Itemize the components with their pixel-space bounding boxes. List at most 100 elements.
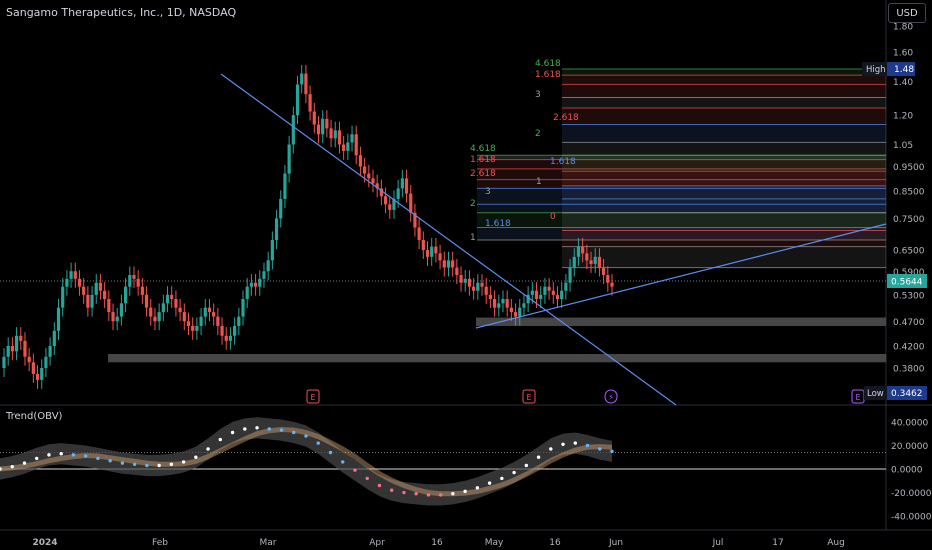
candle-body	[178, 307, 182, 313]
obv-point	[181, 460, 186, 464]
candle-body	[321, 118, 325, 135]
obv-point	[59, 451, 63, 456]
price-tick-label: 1.80	[893, 23, 913, 33]
high-label-bg	[862, 62, 887, 77]
candle-body	[262, 271, 266, 279]
candle-body	[396, 188, 400, 199]
time-tick-label: 16	[431, 538, 443, 548]
candle-body	[438, 253, 442, 261]
candle-body	[383, 196, 388, 205]
time-tick-label: May	[485, 538, 504, 548]
candle-body	[354, 134, 358, 156]
candle-body	[165, 294, 170, 304]
obv-tick-label: -20.0000	[891, 489, 932, 499]
fib2-level-label: 1.618	[535, 70, 561, 80]
candle-body	[589, 260, 593, 264]
obv-point	[194, 455, 198, 459]
fib1-level-label: 1.618	[485, 219, 511, 229]
candle-body	[585, 253, 589, 261]
candle-body	[555, 294, 560, 300]
candle-body	[23, 340, 27, 357]
obv-point	[71, 453, 76, 457]
obv-point	[35, 456, 39, 461]
current-price-badge	[887, 274, 927, 289]
obv-point	[414, 492, 418, 496]
fib2-band	[562, 75, 886, 85]
candle-body	[363, 166, 367, 174]
candle-body	[522, 303, 526, 308]
candle-body	[329, 128, 333, 139]
event-marker-box	[604, 389, 618, 404]
time-tick-label: Feb	[152, 538, 168, 548]
candle-body	[241, 299, 245, 317]
candle-body	[6, 345, 10, 357]
candle-body	[304, 73, 308, 95]
obv-point	[426, 493, 431, 497]
candle-body	[82, 286, 86, 295]
currency-button[interactable]: USD	[888, 3, 926, 23]
fib1-level-label: 3	[485, 187, 491, 197]
obv-cloud	[0, 417, 612, 506]
high-label: High	[866, 65, 886, 75]
candle-body	[568, 267, 572, 283]
candle-body	[157, 312, 161, 322]
candle-body	[539, 294, 543, 300]
candle-body	[497, 303, 501, 308]
time-tick-label: Aug	[827, 538, 845, 548]
candle-body	[421, 240, 425, 250]
fib1-band	[477, 155, 886, 160]
time-tick-label: Mar	[260, 538, 277, 548]
price-tick-label: 1.40	[893, 78, 913, 88]
fib2-band	[562, 185, 886, 199]
candle-body	[581, 246, 585, 254]
candle-body	[144, 294, 149, 308]
candle-body	[27, 356, 31, 363]
candle-body	[140, 286, 144, 295]
fib1-level-label: 1.618	[470, 155, 496, 165]
price-tick-label: 0.4700	[893, 318, 925, 328]
candle-body	[564, 282, 568, 291]
candle-body	[484, 286, 488, 295]
candle-body	[14, 335, 19, 352]
candle-body	[65, 278, 69, 287]
obv-point	[451, 492, 455, 496]
fib1-band	[477, 159, 886, 169]
price-tick-label: 1.05	[893, 141, 913, 151]
candle-body	[534, 290, 539, 300]
candle-body	[35, 373, 40, 380]
fib1-band	[477, 188, 886, 205]
candle-body	[270, 240, 274, 261]
time-tick-label: 2024	[32, 538, 57, 548]
fib2-band	[562, 84, 886, 98]
obv-point	[549, 447, 553, 451]
obv-point	[328, 450, 333, 455]
obv-point	[365, 476, 369, 481]
candle-body	[333, 130, 337, 139]
fib2-band	[562, 171, 886, 186]
candle-body	[342, 144, 346, 151]
obv-point	[487, 481, 492, 485]
obv-point	[402, 490, 406, 495]
candle-body	[149, 307, 153, 317]
fib2-band	[562, 155, 886, 172]
fib2-band	[562, 198, 886, 213]
obv-point	[585, 443, 590, 448]
high-value: 1.48	[894, 65, 914, 75]
obv-point	[377, 483, 382, 488]
fib2-band	[562, 107, 886, 125]
obv-point	[83, 454, 88, 458]
candle-body	[316, 124, 321, 135]
time-tick-label: Jun	[608, 538, 623, 548]
fib2-level-label: 3	[535, 90, 541, 100]
candle-body	[358, 155, 363, 167]
obv-point	[536, 455, 541, 459]
candle-body	[295, 84, 300, 116]
candle-body	[379, 188, 383, 197]
candle-body	[526, 294, 530, 304]
obv-point	[145, 463, 149, 468]
candle-body	[501, 299, 505, 304]
price-tick-label: 0.8500	[893, 187, 925, 197]
fib1-band	[477, 168, 886, 180]
low-value-bg	[887, 386, 927, 400]
